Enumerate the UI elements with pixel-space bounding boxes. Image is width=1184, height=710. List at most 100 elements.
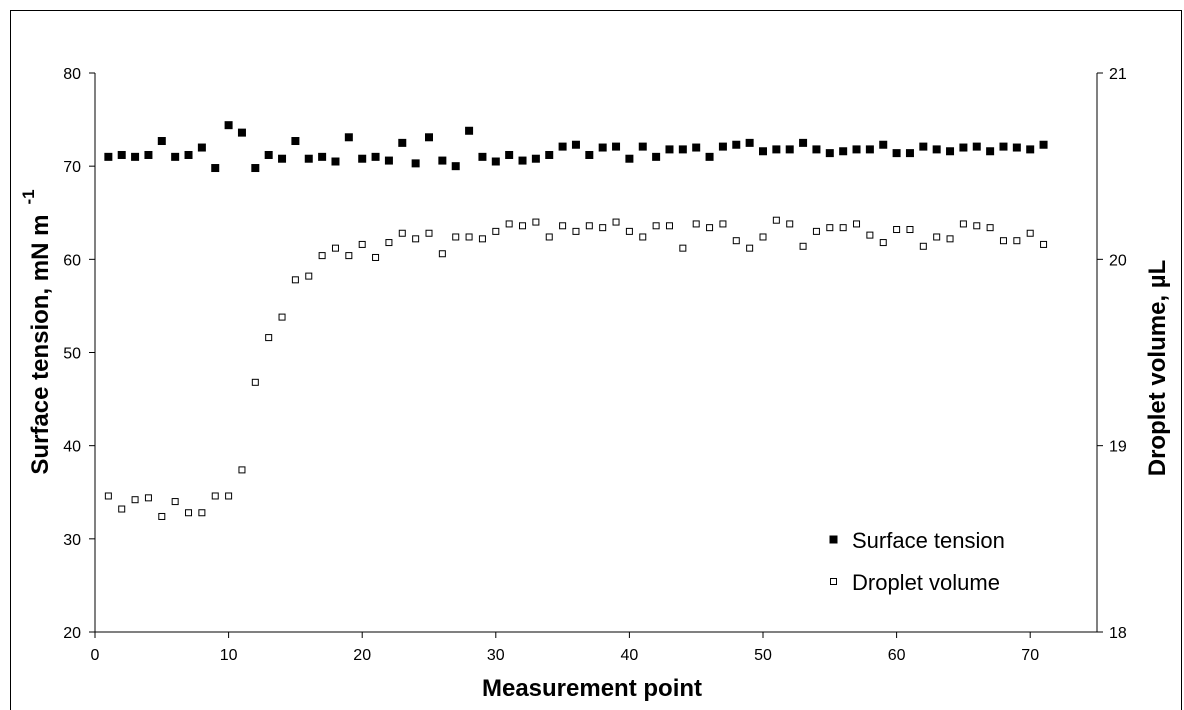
droplet-volume-point — [385, 239, 393, 247]
surface-tension-point — [371, 152, 380, 161]
droplet-volume-point — [1040, 240, 1048, 248]
droplet-volume-point — [986, 224, 994, 232]
droplet-volume-point — [612, 218, 620, 226]
y-left-axis-title: Surface tension, mN m -1 — [19, 189, 54, 474]
droplet-volume-point — [211, 492, 219, 500]
axes — [89, 72, 1103, 638]
x-tick-label: 70 — [1021, 647, 1039, 664]
surface-tension-point — [678, 145, 687, 154]
droplet-volume-point — [225, 492, 233, 500]
x-axis-title: Measurement point — [482, 675, 702, 702]
surface-tension-point — [932, 145, 941, 154]
droplet-volume-point — [973, 222, 981, 230]
y-right-tick-label: 19 — [1109, 439, 1127, 456]
droplet-volume-point — [826, 224, 834, 232]
surface-tension-point — [732, 140, 741, 149]
surface-tension-point — [491, 157, 500, 166]
legend-label-surface-tension: Surface tension — [852, 528, 1005, 553]
x-tick-label: 10 — [220, 647, 238, 664]
droplet-volume-point — [305, 272, 313, 280]
droplet-volume-point — [438, 250, 446, 258]
surface-tension-point — [384, 156, 393, 165]
droplet-volume-point — [104, 492, 112, 500]
droplet-volume-point — [919, 242, 927, 250]
surface-tension-point — [571, 140, 580, 149]
droplet-volume-point — [812, 227, 820, 235]
droplet-volume-point — [1026, 229, 1034, 237]
tick-labels: 0 10 20 30 40 50 60 70 20 30 40 50 60 70 80 18 19 20 21 — [63, 66, 1127, 664]
y-left-tick-label: 70 — [63, 159, 81, 176]
surface-tension-point — [1039, 140, 1048, 149]
y-left-tick-label: 60 — [63, 252, 81, 269]
surface-tension-point — [892, 149, 901, 158]
droplet-volume-point — [906, 226, 914, 234]
droplet-volume-point — [572, 227, 580, 235]
surface-tension-point — [197, 143, 206, 152]
surface-tension-point — [759, 147, 767, 156]
y-left-tick-label: 40 — [63, 439, 81, 456]
legend-marker-surface-tension — [829, 535, 838, 544]
y-right-axis-title-group: Droplet volume, µL — [1144, 260, 1171, 477]
surface-tension-point — [398, 138, 407, 147]
droplet-volume-point — [331, 244, 339, 252]
surface-tension-point — [211, 164, 220, 173]
surface-tension-point — [237, 128, 246, 137]
surface-tension-point — [171, 152, 180, 161]
surface-tension-point — [959, 143, 968, 152]
surface-tension-point — [518, 156, 527, 165]
surface-tension-point — [825, 149, 834, 158]
droplet-volume-point — [238, 466, 246, 474]
droplet-volume-point — [706, 224, 714, 232]
droplet-volume-point — [652, 222, 660, 230]
droplet-volume-point — [144, 494, 152, 502]
surface-tension-point — [505, 150, 514, 159]
surface-tension-point — [157, 137, 166, 146]
x-tick-label: 20 — [353, 647, 371, 664]
droplet-volume-point — [425, 229, 433, 237]
droplet-volume-point — [318, 252, 326, 260]
droplet-volume-point — [532, 218, 540, 226]
droplet-volume-point — [679, 244, 687, 252]
surface-tension-point — [1026, 145, 1035, 154]
droplet-volume-point — [559, 222, 567, 230]
droplet-volume-point — [625, 227, 633, 235]
surface-tension-point — [131, 152, 140, 161]
surface-tension-point — [104, 152, 113, 161]
droplet-volume-point — [185, 509, 193, 517]
x-tick-label: 50 — [754, 647, 772, 664]
droplet-volume-point — [398, 229, 406, 237]
surface-tension-point — [117, 150, 126, 159]
droplet-volume-point — [345, 252, 353, 260]
droplet-volume-point — [759, 233, 767, 241]
droplet-volume-point — [171, 498, 179, 506]
droplet-volume-point — [118, 505, 126, 513]
surface-tension-point — [478, 152, 487, 161]
droplet-volume-point — [853, 220, 861, 228]
surface-tension-point — [665, 145, 674, 154]
y-left-tick-label: 50 — [63, 346, 81, 363]
data-marks — [104, 121, 1048, 520]
surface-tension-point — [465, 126, 474, 135]
droplet-volume-point — [251, 378, 259, 386]
droplet-volume-point — [265, 334, 273, 342]
surface-tension-point — [745, 138, 754, 147]
surface-tension-point — [531, 154, 540, 163]
droplet-volume-point — [946, 235, 954, 243]
surface-tension-point — [638, 142, 647, 151]
droplet-volume-point — [131, 496, 139, 504]
droplet-volume-point — [198, 509, 206, 517]
surface-tension-point — [1012, 143, 1021, 152]
surface-tension-point — [865, 145, 874, 154]
droplet-volume-point — [639, 233, 647, 241]
y-left-axis-title-text: Surface tension, mN m — [27, 215, 54, 475]
droplet-volume-point — [746, 244, 754, 252]
droplet-volume-point — [291, 276, 299, 284]
surface-tension-point — [264, 150, 273, 159]
droplet-volume-point — [799, 242, 807, 250]
surface-tension-point — [812, 145, 821, 154]
x-tick-label: 0 — [91, 647, 100, 664]
surface-tension-point — [358, 154, 367, 163]
droplet-volume-point — [278, 313, 286, 321]
legend-label-droplet-volume: Droplet volume — [852, 570, 1000, 595]
droplet-volume-point — [1013, 237, 1021, 245]
